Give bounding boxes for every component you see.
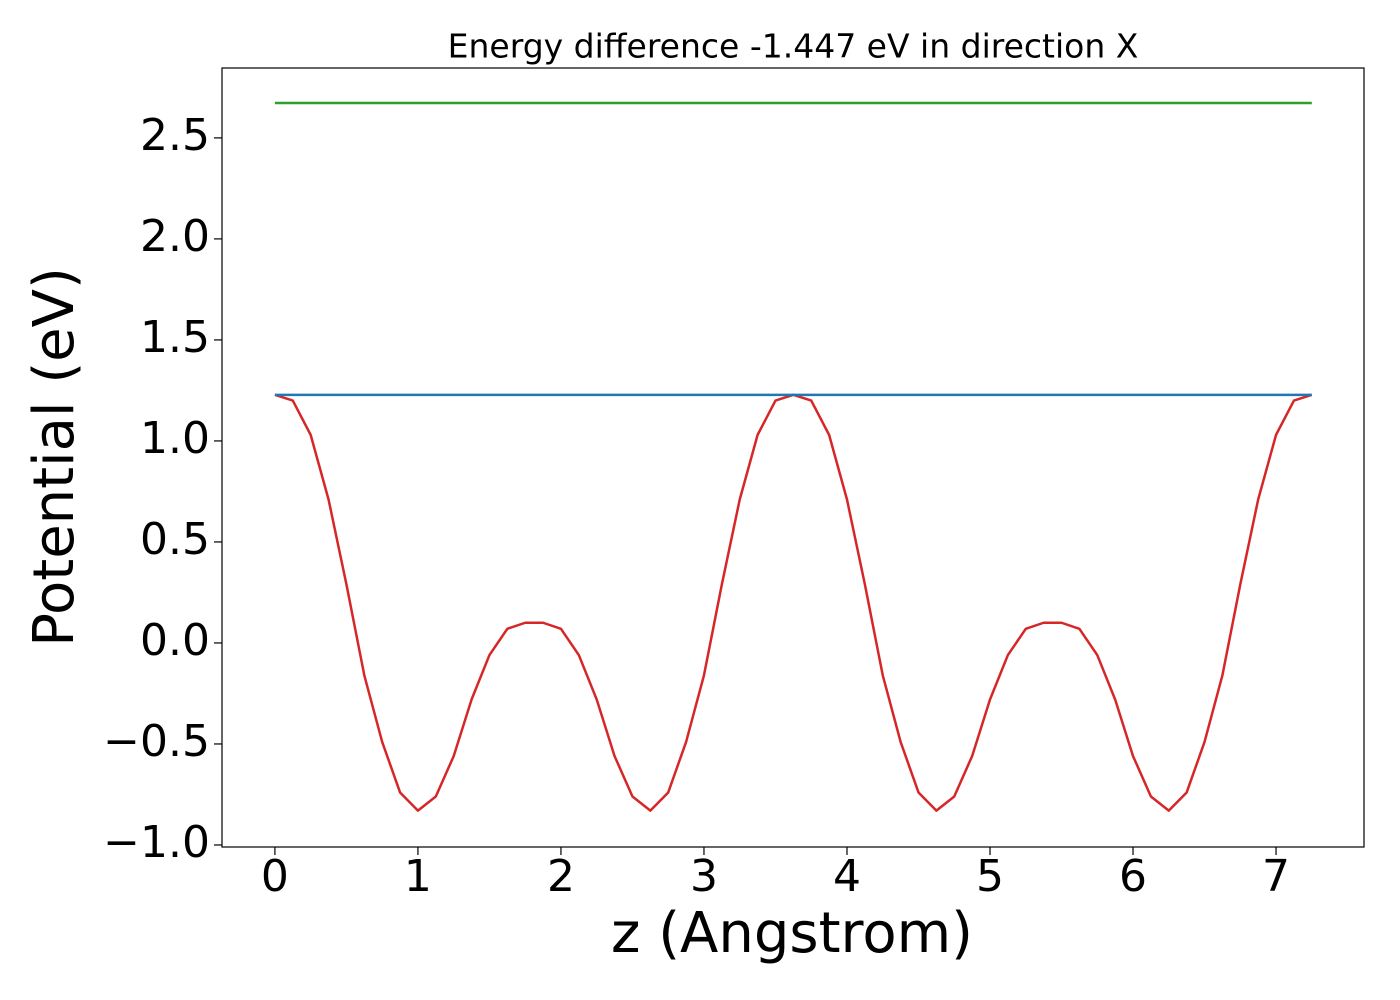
x-tick-label: 2 [547, 851, 575, 902]
data-line [274, 393, 1313, 812]
x-tick-label: 5 [976, 851, 1004, 902]
x-tick-label: 4 [833, 851, 861, 902]
x-tick-label: 3 [690, 851, 718, 902]
y-tick-label: 1.0 [140, 413, 210, 464]
chart-title: Energy difference -1.447 eV in direction… [448, 27, 1139, 66]
x-tick-label: 7 [1262, 851, 1290, 902]
x-tick-label: 1 [404, 851, 432, 902]
x-tick-label: 6 [1119, 851, 1147, 902]
x-tick-label: 0 [261, 851, 289, 902]
y-tick-label: −0.5 [103, 716, 210, 767]
y-tick-label: 0.5 [140, 514, 210, 565]
plot-frame [221, 67, 1365, 848]
y-tick-label: 2.0 [140, 211, 210, 262]
y-axis-label: Potential (eV) [22, 267, 87, 647]
y-tick-label: 0.0 [140, 615, 210, 666]
y-tick-label: 2.5 [140, 110, 210, 161]
x-axis-label: z (Angstrom) [611, 901, 973, 966]
y-tick-label: 1.5 [140, 312, 210, 363]
y-tick-label: −1.0 [103, 817, 210, 868]
